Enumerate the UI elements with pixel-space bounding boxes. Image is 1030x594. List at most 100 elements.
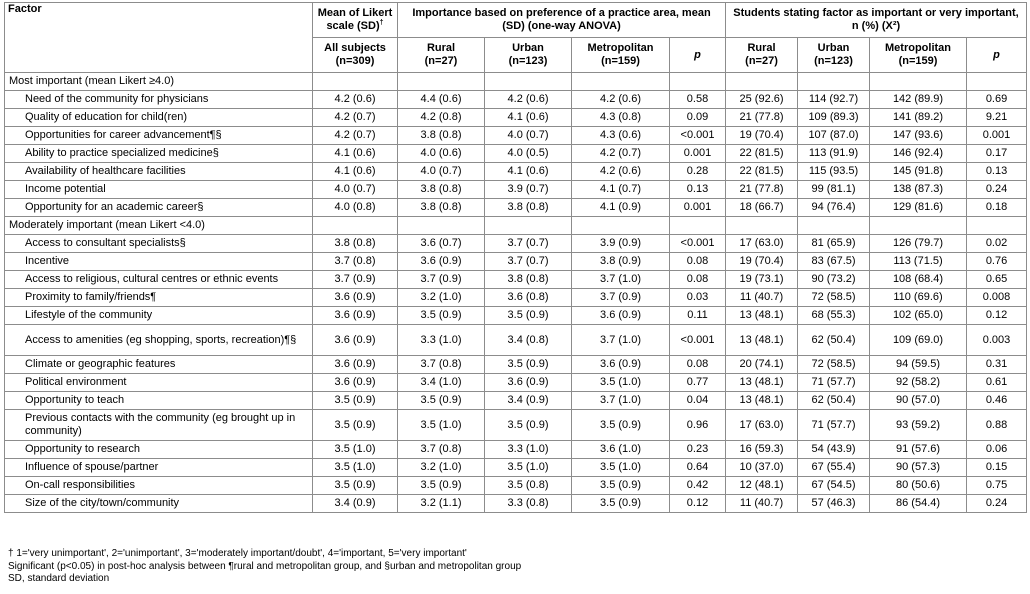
rural-cell: 3.7 (0.9) bbox=[397, 270, 485, 289]
table-row: Opportunity to teach 3.5 (0.9) 3.5 (0.9) 3.… bbox=[4, 391, 1028, 410]
s-rural-cell: 17 (63.0) bbox=[725, 234, 799, 253]
metro-cell: 3.7 (1.0) bbox=[571, 270, 670, 289]
factor-cell: Opportunity to research bbox=[4, 440, 313, 459]
p1-cell: 0.08 bbox=[668, 270, 727, 289]
factor-cell: Influence of spouse/partner bbox=[4, 458, 313, 477]
factor-cell: Proximity to family/friends¶ bbox=[4, 288, 313, 307]
s-metro-cell: 108 (68.4) bbox=[869, 270, 968, 289]
p1-cell: 0.11 bbox=[668, 306, 727, 325]
all-cell: 3.5 (0.9) bbox=[312, 476, 398, 495]
p2-cell: 0.18 bbox=[966, 198, 1028, 217]
table-row: Proximity to family/friends¶ 3.6 (0.9) 3.2… bbox=[4, 288, 1028, 307]
s-rural-cell: 11 (40.7) bbox=[725, 288, 799, 307]
p2-cell: 0.61 bbox=[966, 373, 1028, 392]
p1-cell: 0.23 bbox=[668, 440, 727, 459]
p-header: p bbox=[668, 37, 727, 73]
all-cell: 3.5 (0.9) bbox=[312, 391, 398, 410]
metro-cell: 3.6 (1.0) bbox=[571, 440, 670, 459]
p1-cell: <0.001 bbox=[668, 324, 727, 356]
empty-cell bbox=[797, 72, 871, 91]
s-rural-cell: 22 (81.5) bbox=[725, 144, 799, 163]
s-metro-cell: 94 (59.5) bbox=[869, 355, 968, 374]
urban-cell: 3.4 (0.9) bbox=[484, 391, 572, 410]
p2-cell: 0.003 bbox=[966, 324, 1028, 356]
p1-cell: 0.42 bbox=[668, 476, 727, 495]
s-metro-cell: 145 (91.8) bbox=[869, 162, 968, 181]
urban-cell: 3.5 (0.9) bbox=[484, 409, 572, 441]
metro-cell: 3.7 (1.0) bbox=[571, 391, 670, 410]
metro-header: Metropolitan (n=159) bbox=[571, 37, 670, 73]
table-row: On-call responsibilities 3.5 (0.9) 3.5 (0.… bbox=[4, 476, 1028, 495]
s-rural-cell: 21 (77.8) bbox=[725, 108, 799, 127]
p2-cell: 0.69 bbox=[966, 90, 1028, 109]
empty-cell bbox=[966, 72, 1028, 91]
metro-cell: 3.9 (0.9) bbox=[571, 234, 670, 253]
table-row: Access to consultant specialists§ 3.8 (0.… bbox=[4, 234, 1028, 253]
urban-cell: 4.2 (0.6) bbox=[484, 90, 572, 109]
metro-cell: 3.7 (0.9) bbox=[571, 288, 670, 307]
s-urban-cell: 90 (73.2) bbox=[797, 270, 871, 289]
empty-cell bbox=[484, 72, 572, 91]
all-cell: 3.7 (0.9) bbox=[312, 270, 398, 289]
metro-cell: 4.2 (0.6) bbox=[571, 90, 670, 109]
empty-cell bbox=[725, 216, 799, 235]
empty-cell bbox=[312, 216, 398, 235]
rural-cell: 3.2 (1.1) bbox=[397, 494, 485, 513]
urban-cell: 4.1 (0.6) bbox=[484, 108, 572, 127]
s-urban-cell: 68 (55.3) bbox=[797, 306, 871, 325]
table-row: Quality of education for child(ren) 4.2 (… bbox=[4, 108, 1028, 127]
metro-cell: 4.2 (0.7) bbox=[571, 144, 670, 163]
rural-cell: 3.2 (1.0) bbox=[397, 288, 485, 307]
all-cell: 3.5 (1.0) bbox=[312, 440, 398, 459]
p2-cell: 0.88 bbox=[966, 409, 1028, 441]
factor-cell: Opportunities for career advancement¶§ bbox=[4, 126, 313, 145]
urban-header: Urban (n=123) bbox=[484, 37, 572, 73]
s-rural-cell: 11 (40.7) bbox=[725, 494, 799, 513]
table-row: Opportunity for an academic career§ 4.0 (… bbox=[4, 198, 1028, 217]
table-row: Income potential 4.0 (0.7) 3.8 (0.8) 3.9 (0… bbox=[4, 180, 1028, 199]
s-urban-cell: 81 (65.9) bbox=[797, 234, 871, 253]
s-metro-cell: 90 (57.3) bbox=[869, 458, 968, 477]
p1-cell: 0.58 bbox=[668, 90, 727, 109]
s-metro-cell: 110 (69.6) bbox=[869, 288, 968, 307]
s-rural-cell: 22 (81.5) bbox=[725, 162, 799, 181]
p2-cell: 0.06 bbox=[966, 440, 1028, 459]
students-metro-header: Metropolitan (n=159) bbox=[869, 37, 968, 73]
chi-p-header: p bbox=[966, 37, 1028, 73]
metro-cell: 4.2 (0.6) bbox=[571, 162, 670, 181]
p2-cell: 0.31 bbox=[966, 355, 1028, 374]
rural-cell: 4.0 (0.6) bbox=[397, 144, 485, 163]
empty-cell bbox=[725, 72, 799, 91]
empty-cell bbox=[571, 216, 670, 235]
s-urban-cell: 109 (89.3) bbox=[797, 108, 871, 127]
s-urban-cell: 67 (54.5) bbox=[797, 476, 871, 495]
s-urban-cell: 113 (91.9) bbox=[797, 144, 871, 163]
s-rural-cell: 19 (70.4) bbox=[725, 126, 799, 145]
table-row: Previous contacts with the community (eg… bbox=[4, 409, 1028, 441]
table-row: Incentive 3.7 (0.8) 3.6 (0.9) 3.7 (0.7) 3.8 … bbox=[4, 252, 1028, 271]
metro-cell: 3.6 (0.9) bbox=[571, 306, 670, 325]
empty-cell bbox=[869, 216, 968, 235]
p2-cell: 0.75 bbox=[966, 476, 1028, 495]
metro-cell: 4.3 (0.6) bbox=[571, 126, 670, 145]
metro-cell: 4.3 (0.8) bbox=[571, 108, 670, 127]
s-urban-cell: 107 (87.0) bbox=[797, 126, 871, 145]
all-cell: 3.8 (0.8) bbox=[312, 234, 398, 253]
table-row: Need of the community for physicians 4.2 … bbox=[4, 90, 1028, 109]
rural-cell: 4.2 (0.8) bbox=[397, 108, 485, 127]
s-rural-cell: 13 (48.1) bbox=[725, 306, 799, 325]
s-urban-cell: 72 (58.5) bbox=[797, 355, 871, 374]
urban-cell: 3.6 (0.9) bbox=[484, 373, 572, 392]
likert-factor-table: Factor Mean of Likert scale (SD)† Import… bbox=[4, 2, 1028, 513]
header-row-1: Factor Mean of Likert scale (SD)† Import… bbox=[4, 2, 1028, 73]
rural-cell: 4.0 (0.7) bbox=[397, 162, 485, 181]
p2-cell: 0.15 bbox=[966, 458, 1028, 477]
table-row: Opportunity to research 3.5 (1.0) 3.7 (0.8… bbox=[4, 440, 1028, 459]
s-urban-cell: 115 (93.5) bbox=[797, 162, 871, 181]
urban-cell: 3.8 (0.8) bbox=[484, 198, 572, 217]
all-cell: 3.5 (1.0) bbox=[312, 458, 398, 477]
all-cell: 3.6 (0.9) bbox=[312, 355, 398, 374]
p2-cell: 9.21 bbox=[966, 108, 1028, 127]
p2-cell: 0.008 bbox=[966, 288, 1028, 307]
s-rural-cell: 20 (74.1) bbox=[725, 355, 799, 374]
